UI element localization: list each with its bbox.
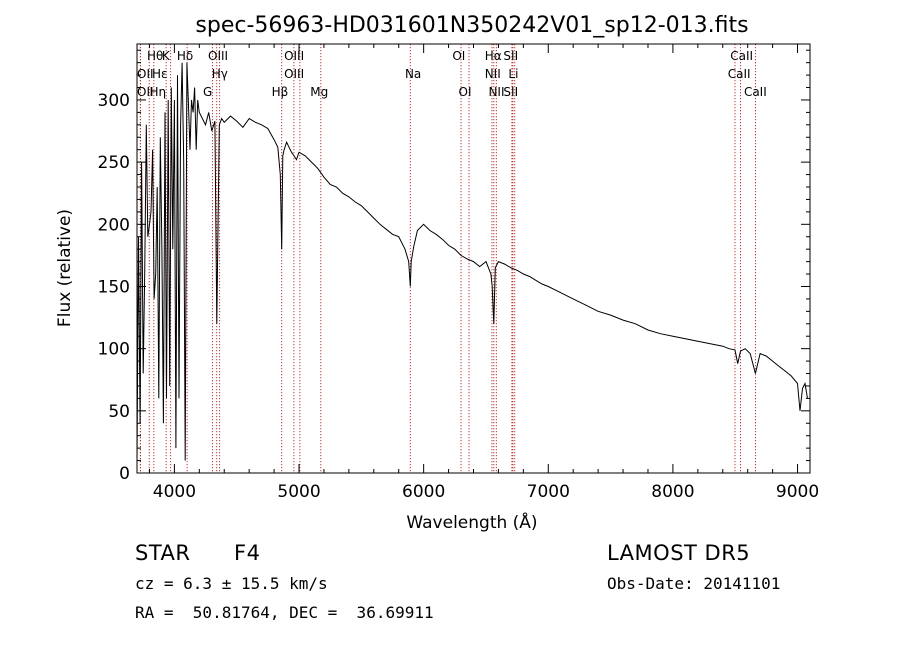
marker-label: Hε <box>152 67 168 81</box>
marker-label: SII <box>503 49 518 63</box>
marker-label: OI <box>459 85 472 99</box>
y-axis-label: Flux (relative) <box>55 209 75 327</box>
marker-label: Hα <box>485 49 502 63</box>
marker-label: Hβ <box>272 85 289 99</box>
x-tick-label: 6000 <box>402 482 445 502</box>
marker-label: OI <box>452 49 465 63</box>
marker-label: SII <box>503 85 518 99</box>
marker-label: OIII <box>208 49 228 63</box>
x-tick-label: 9000 <box>776 482 819 502</box>
marker-label: NII <box>488 85 504 99</box>
y-tick-label: 0 <box>119 464 130 484</box>
x-tick-label: 8000 <box>651 482 694 502</box>
marker-label: OII <box>137 67 154 81</box>
redshift-value: cz = 6.3 ± 15.5 km/s <box>135 574 328 593</box>
marker-label: NII <box>485 67 501 81</box>
emission-line-markers <box>139 44 756 473</box>
marker-label: Hη <box>149 85 166 99</box>
marker-label: G <box>203 85 212 99</box>
marker-label: CaII <box>744 85 767 99</box>
x-axis: 4000 5000 6000 7000 8000 9000 <box>148 44 819 502</box>
marker-label: OIII <box>284 67 304 81</box>
survey-release: LAMOST DR5 <box>607 541 751 565</box>
marker-label: Hγ <box>212 67 228 81</box>
y-tick-label: 200 <box>98 215 130 235</box>
x-tick-label: 5000 <box>277 482 320 502</box>
spectral-subclass: F4 <box>234 541 261 565</box>
chart-title: spec-56963-HD031601N350242V01_sp12-013.f… <box>195 13 748 38</box>
marker-label: OIII <box>284 49 304 63</box>
marker-label: CaII <box>730 49 753 63</box>
observation-date: Obs-Date: 20141101 <box>607 574 781 593</box>
coordinates: RA = 50.81764, DEC = 36.69911 <box>135 603 434 622</box>
marker-label: Hθ <box>147 49 163 63</box>
marker-label: Hδ <box>177 49 193 63</box>
plot-frame <box>136 43 811 474</box>
y-tick-label: 250 <box>98 153 130 173</box>
y-tick-label: 150 <box>98 277 130 297</box>
marker-label: Li <box>508 67 518 81</box>
x-tick-label: 7000 <box>527 482 570 502</box>
y-tick-label: 300 <box>98 91 130 111</box>
marker-label: CaII <box>728 67 751 81</box>
marker-label: Na <box>405 67 421 81</box>
object-type: STAR <box>135 541 191 565</box>
y-axis: 0 50 100 150 200 250 300 <box>98 49 810 484</box>
marker-label: OII <box>137 85 154 99</box>
marker-label: Mg <box>310 85 328 99</box>
marker-label: K <box>162 49 171 63</box>
y-tick-label: 100 <box>98 340 130 360</box>
spectrum-line <box>136 62 808 461</box>
x-tick-label: 4000 <box>153 482 196 502</box>
x-axis-label: Wavelength (Å) <box>406 511 537 533</box>
y-tick-label: 50 <box>108 402 130 422</box>
